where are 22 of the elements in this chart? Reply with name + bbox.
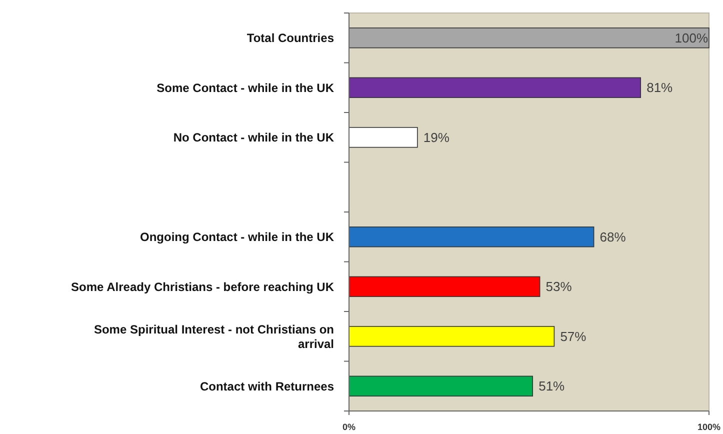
y-tick-label: Some Already Christians - before reaching UK bbox=[71, 280, 334, 294]
bar bbox=[348, 77, 641, 98]
y-tick-label: Some Contact - while in the UK bbox=[156, 80, 334, 95]
y-tick-label: Contact with Returnees bbox=[200, 379, 334, 394]
y-tick-label: No Contact - while in the UK bbox=[173, 130, 334, 145]
y-tick-label: Ongoing Contact - while in the UK bbox=[140, 230, 334, 244]
x-tick-label: 0% bbox=[342, 422, 356, 432]
bar bbox=[348, 376, 533, 396]
y-tick-label: Total Countries bbox=[246, 31, 334, 46]
data-label: 100% bbox=[674, 30, 708, 46]
bar bbox=[348, 127, 418, 148]
y-tick-label: Some Spiritual Interest - not Christians on arrival bbox=[94, 322, 334, 351]
bar bbox=[348, 326, 555, 347]
data-label: 51% bbox=[538, 378, 566, 394]
data-label: 68% bbox=[600, 229, 626, 244]
data-label: 53% bbox=[546, 279, 572, 294]
bar bbox=[348, 226, 594, 248]
bar bbox=[348, 28, 710, 48]
bar bbox=[348, 276, 540, 297]
data-label: 57% bbox=[560, 328, 587, 344]
data-label: 19% bbox=[423, 130, 450, 145]
data-label: 81% bbox=[646, 80, 674, 96]
